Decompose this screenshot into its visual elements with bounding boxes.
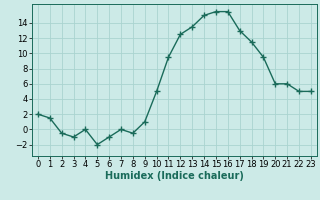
X-axis label: Humidex (Indice chaleur): Humidex (Indice chaleur) xyxy=(105,171,244,181)
